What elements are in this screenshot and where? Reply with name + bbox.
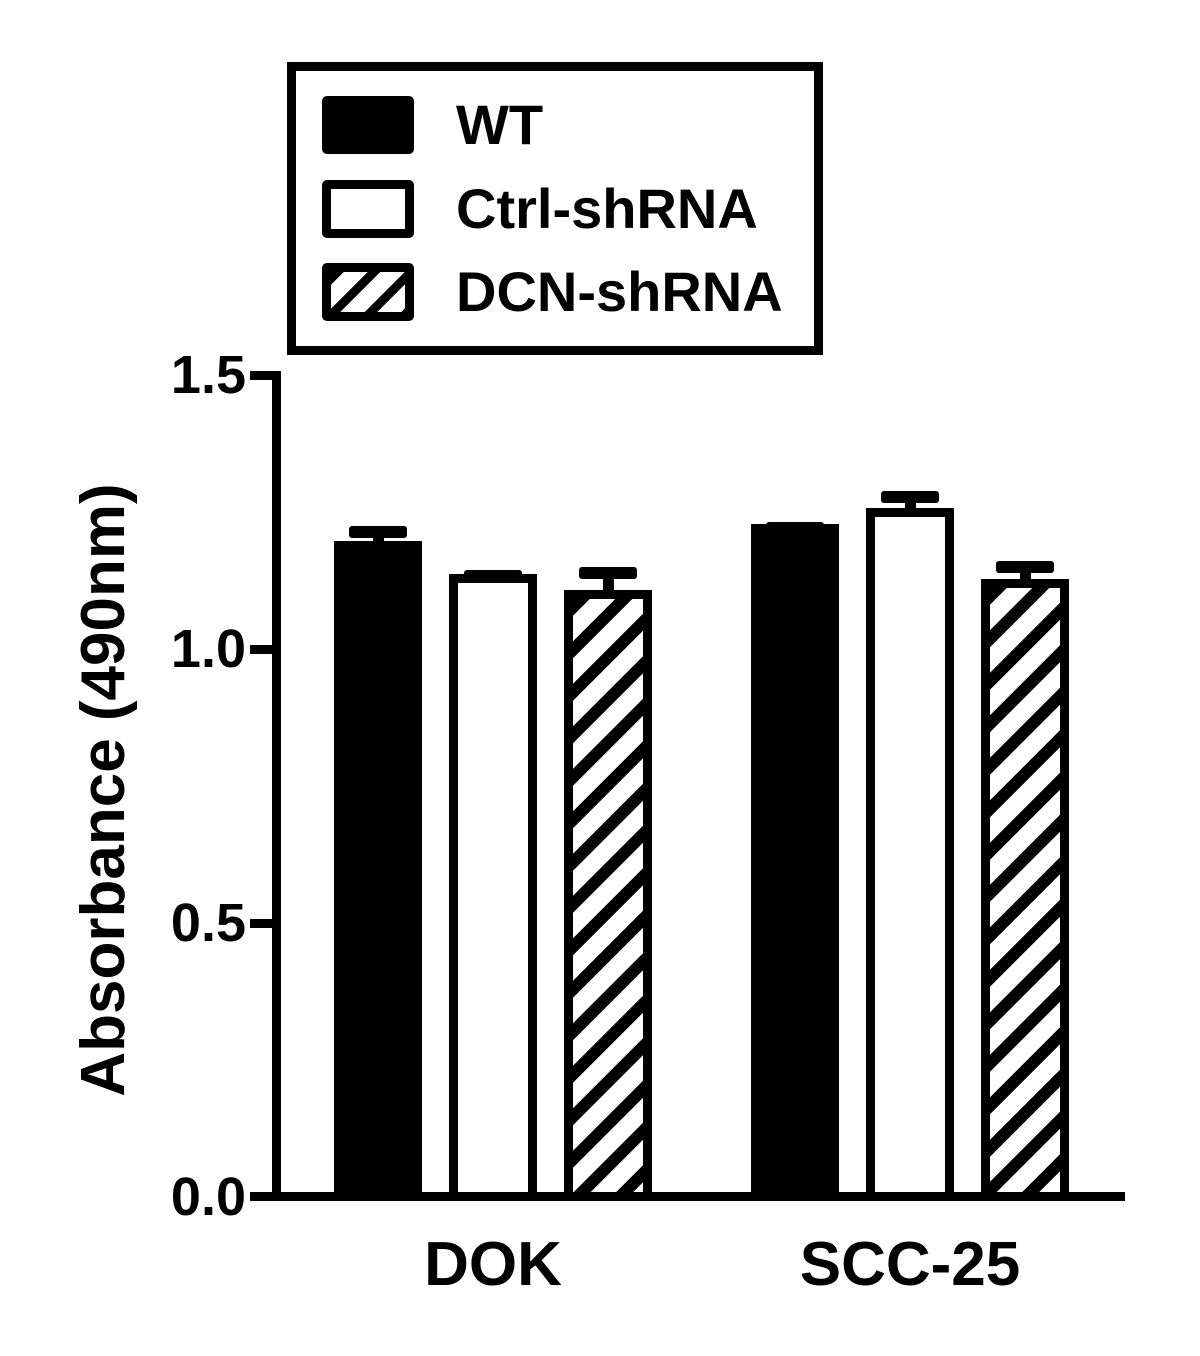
legend-row: WT [322,93,814,157]
legend-label: Ctrl-shRNA [456,176,758,240]
bar-dok-wt [334,540,422,1201]
error-bar-cap [579,566,637,579]
legend-swatch-icon [322,179,414,238]
legend-swatch-icon [322,96,414,155]
legend-row: DCN-shRNA [322,259,814,323]
x-category-label: DOK [424,1230,562,1299]
legend-row: Ctrl-shRNA [322,176,814,240]
y-tick-label: 0.5 [170,893,246,953]
y-tick-label: 1.0 [170,619,246,679]
error-bar-cap [881,491,939,504]
error-bar-cap [349,525,407,538]
y-tick [250,645,277,654]
error-bar-stem [905,491,916,516]
y-tick-label: 0.0 [170,1167,246,1227]
y-tick [250,371,277,380]
error-bar-stem [1020,561,1031,588]
legend-box: WT Ctrl-shRNA DCN-shRNA [287,62,823,355]
y-tick-label: 1.5 [170,345,246,405]
bar-scc-25-wt [751,524,839,1201]
x-axis-line [250,1192,1125,1201]
bar-scc-25-ctrl-shrna [866,508,954,1201]
y-axis-line [272,371,281,1201]
error-bar-cap [996,561,1054,574]
bar-dok-dcn-shrna [564,590,652,1201]
legend-label: DCN-shRNA [456,259,783,323]
y-axis-title: Absorbance (490nm) [69,483,138,1097]
legend-label: WT [456,93,544,157]
legend-swatch-icon [322,262,414,321]
error-bar-stem [603,566,614,599]
bar-dok-ctrl-shrna [449,573,537,1201]
x-category-label: SCC-25 [799,1230,1021,1299]
bar-scc-25-dcn-shrna [981,579,1069,1201]
y-tick [250,919,277,928]
